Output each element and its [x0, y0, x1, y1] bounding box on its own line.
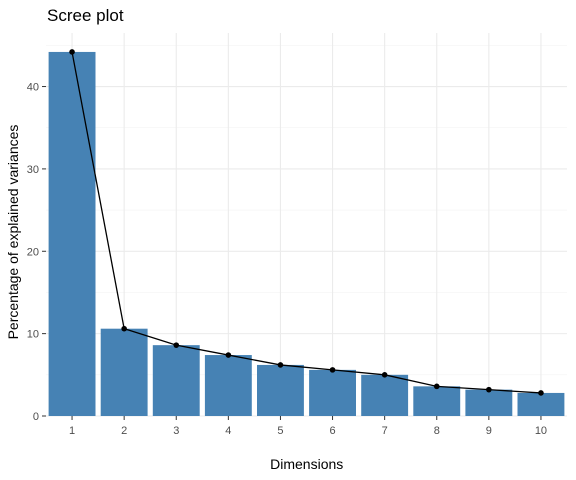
bar-dim-3: [152, 345, 200, 416]
y-tick-label: 10: [27, 329, 39, 341]
x-axis-title: Dimensions: [270, 456, 343, 472]
x-tick-label: 2: [121, 425, 127, 437]
bar-dim-8: [413, 386, 461, 416]
x-tick-label: 5: [277, 425, 283, 437]
line-point-4: [225, 352, 232, 358]
bar-dim-2: [100, 328, 148, 416]
bar-dim-7: [361, 374, 409, 416]
line-point-9: [486, 386, 492, 393]
bar-dim-4: [204, 355, 252, 416]
axes-layer: 0 10 20 30 40 1 2 3 4 5 6 7 8 9 10: [27, 82, 547, 437]
line-point-1: [69, 49, 75, 55]
bar-dim-9: [465, 389, 513, 416]
line-point-7: [381, 372, 388, 378]
y-tick-label: 20: [27, 246, 39, 258]
bar-dim-10: [517, 392, 565, 416]
line-point-10: [538, 390, 544, 396]
x-tick-label: 4: [225, 425, 231, 437]
line-point-8: [433, 383, 440, 390]
line-layer: [69, 49, 544, 396]
bar-dim-6: [309, 369, 356, 416]
x-tick-label: 3: [173, 425, 179, 437]
explained-variance-line: [71, 51, 541, 394]
line-point-3: [173, 342, 180, 348]
chart-title: Scree plot: [47, 6, 124, 25]
line-point-2: [121, 325, 127, 332]
bar-dim-5: [257, 364, 304, 416]
x-tick-label: 6: [329, 425, 335, 437]
line-point-6: [329, 367, 336, 373]
x-tick-label: 7: [382, 425, 388, 437]
y-tick-label: 40: [27, 82, 39, 94]
bar-dim-1: [48, 51, 96, 416]
line-point-5: [277, 362, 284, 368]
y-tick-label: 0: [33, 411, 39, 423]
x-tick-label: 9: [486, 425, 492, 437]
x-tick-label: 1: [69, 425, 75, 437]
y-tick-label: 30: [27, 164, 39, 176]
bars-layer: [48, 51, 565, 416]
x-tick-label: 8: [434, 425, 440, 437]
y-axis-title: Percentage of explained variances: [5, 125, 21, 340]
x-tick-label: 10: [535, 425, 547, 437]
